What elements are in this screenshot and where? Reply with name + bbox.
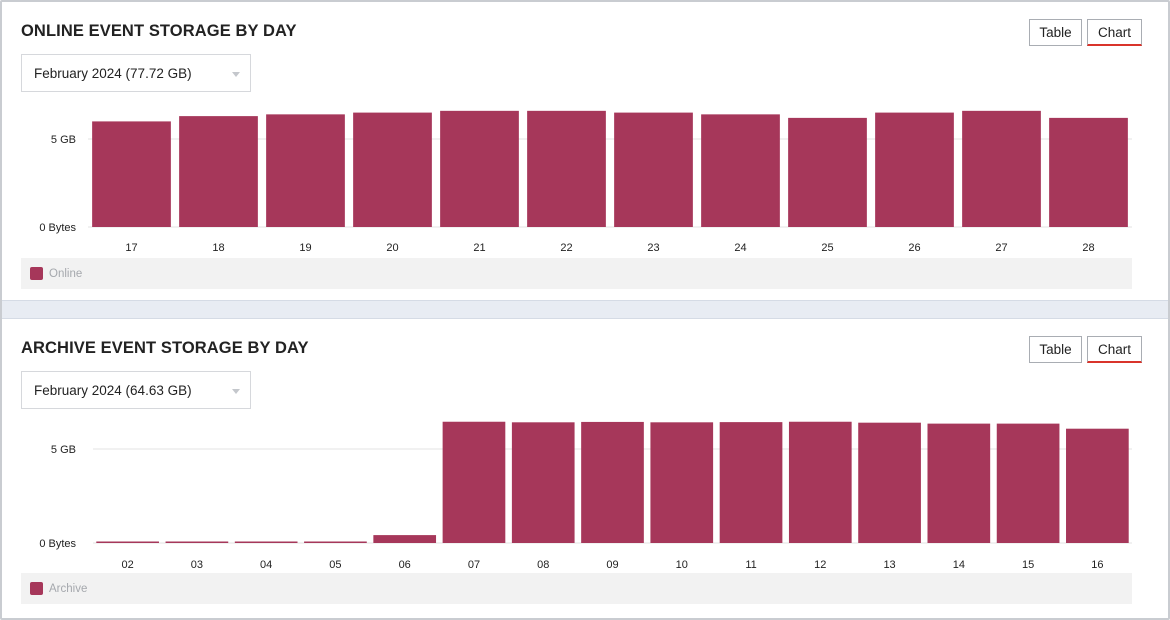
chart-view-button[interactable]: Chart — [1087, 19, 1142, 46]
archive-storage-panel: ARCHIVE EVENT STORAGE BY DAY Table Chart… — [2, 319, 1168, 618]
x-tick-label: 02 — [122, 559, 134, 571]
bar — [650, 422, 714, 543]
chart-view-button[interactable]: Chart — [1087, 336, 1142, 363]
x-tick-label: 12 — [814, 559, 826, 571]
panel-divider — [2, 300, 1168, 319]
x-tick-label: 23 — [647, 242, 659, 254]
x-tick-label: 18 — [212, 242, 224, 254]
x-tick-label: 05 — [329, 559, 341, 571]
x-tick-label: 24 — [734, 242, 746, 254]
y-tick-label: 5 GB — [51, 444, 76, 456]
bar — [96, 541, 159, 543]
x-tick-label: 22 — [560, 242, 572, 254]
x-tick-label: 08 — [537, 559, 549, 571]
bar — [511, 422, 575, 543]
bar — [581, 421, 644, 543]
panel-title: ONLINE EVENT STORAGE BY DAY — [21, 22, 297, 40]
bar — [353, 112, 432, 227]
legend-swatch[interactable] — [30, 267, 43, 280]
chevron-down-icon — [232, 389, 240, 394]
panel-title: ARCHIVE EVENT STORAGE BY DAY — [21, 339, 309, 357]
x-tick-label: 07 — [468, 559, 480, 571]
y-tick-label: 0 Bytes — [39, 538, 76, 550]
bar — [179, 116, 258, 227]
bar — [373, 535, 437, 543]
x-tick-label: 26 — [908, 242, 920, 254]
x-tick-label: 20 — [386, 242, 398, 254]
legend-swatch[interactable] — [30, 582, 43, 595]
x-tick-label: 11 — [745, 559, 756, 571]
bar — [304, 541, 367, 543]
x-tick-label: 21 — [473, 242, 485, 254]
table-view-button[interactable]: Table — [1029, 19, 1082, 46]
bar — [701, 114, 780, 227]
x-tick-label: 19 — [299, 242, 311, 254]
x-tick-label: 10 — [676, 559, 688, 571]
online-bar-chart: 0 Bytes 5 GB 17 18 19 20 21 22 23 24 25 26 27 28 — [39, 110, 1132, 254]
month-select[interactable]: February 2024 (77.72 GB) — [21, 54, 251, 92]
bar — [527, 110, 606, 227]
x-tick-label: 15 — [1022, 559, 1034, 571]
month-select-value: February 2024 (64.63 GB) — [34, 382, 192, 398]
bar — [875, 112, 954, 227]
legend-label[interactable]: Online — [49, 267, 83, 280]
bar — [1049, 117, 1128, 227]
bar — [165, 541, 229, 543]
bar — [788, 421, 852, 543]
bar — [996, 423, 1060, 543]
bar — [788, 117, 867, 227]
bar — [92, 121, 171, 227]
x-tick-label: 04 — [260, 559, 272, 571]
bar — [234, 541, 298, 543]
archive-bar-chart: 0 Bytes 5 GB 02 03 04 05 06 07 08 09 10 11 12 13 14 15 1… — [39, 421, 1132, 571]
online-storage-panel: ONLINE EVENT STORAGE BY DAY Table Chart … — [2, 2, 1168, 300]
bar — [1066, 428, 1129, 543]
x-tick-label: 25 — [821, 242, 833, 254]
bar — [962, 110, 1041, 227]
x-tick-label: 27 — [995, 242, 1007, 254]
x-tick-label: 09 — [606, 559, 618, 571]
y-tick-label: 5 GB — [51, 134, 76, 146]
bar — [440, 110, 519, 227]
x-tick-label: 13 — [883, 559, 895, 571]
bar — [719, 422, 783, 543]
x-tick-label: 14 — [953, 559, 965, 571]
x-tick-label: 06 — [399, 559, 411, 571]
month-select-value: February 2024 (77.72 GB) — [34, 65, 192, 81]
chevron-down-icon — [232, 72, 240, 77]
x-tick-label: 03 — [191, 559, 203, 571]
bar — [266, 114, 345, 227]
legend-label[interactable]: Archive — [49, 582, 88, 595]
bar — [614, 112, 693, 227]
bar — [927, 423, 991, 543]
x-tick-label: 17 — [125, 242, 137, 254]
x-tick-label: 28 — [1082, 242, 1094, 254]
y-tick-label: 0 Bytes — [39, 222, 76, 234]
bar — [858, 422, 921, 543]
table-view-button[interactable]: Table — [1029, 336, 1082, 363]
chart-legend: Online — [21, 258, 1132, 289]
chart-legend: Archive — [21, 573, 1132, 604]
bar — [442, 421, 506, 543]
month-select[interactable]: February 2024 (64.63 GB) — [21, 371, 251, 409]
x-tick-label: 16 — [1091, 559, 1103, 571]
